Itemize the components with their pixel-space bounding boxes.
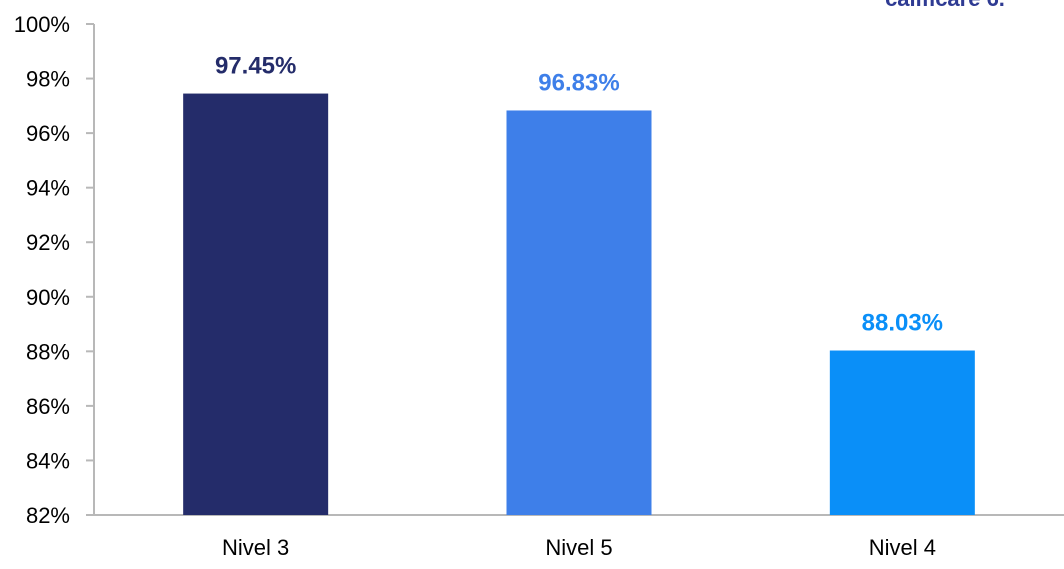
bar-nivel-4: [829, 350, 975, 515]
clipped-title-text: calificare 6.: [885, 0, 1005, 11]
y-axis: 82% 84% 86% 88% 90% 92% 94% 96% 98% 100%: [14, 12, 95, 528]
y-tick-label: 98%: [26, 67, 70, 92]
category-labels: Nivel 3 Nivel 5 Nivel 4: [222, 535, 936, 560]
clipped-title: calificare 6.: [885, 0, 1005, 11]
y-tick-label: 82%: [26, 503, 70, 528]
x-category-label: Nivel 3: [222, 535, 289, 560]
y-tick-label: 92%: [26, 230, 70, 255]
bars: [183, 93, 975, 516]
y-tick-label: 96%: [26, 121, 70, 146]
x-category-label: Nivel 4: [869, 535, 936, 560]
y-tick-label: 86%: [26, 394, 70, 419]
bar-nivel-3: [183, 93, 329, 515]
data-labels: 97.45% 96.83% 88.03%: [215, 53, 943, 337]
data-label: 97.45%: [215, 53, 296, 80]
y-tick-label: 88%: [26, 339, 70, 364]
y-tick-label: 90%: [26, 285, 70, 310]
y-tick-label: 84%: [26, 448, 70, 473]
data-label: 96.83%: [538, 69, 619, 96]
x-category-label: Nivel 5: [545, 535, 612, 560]
y-tick-label: 100%: [14, 12, 70, 37]
data-label: 88.03%: [862, 310, 943, 337]
y-tick-label: 94%: [26, 176, 70, 201]
bar-nivel-5: [506, 110, 652, 516]
